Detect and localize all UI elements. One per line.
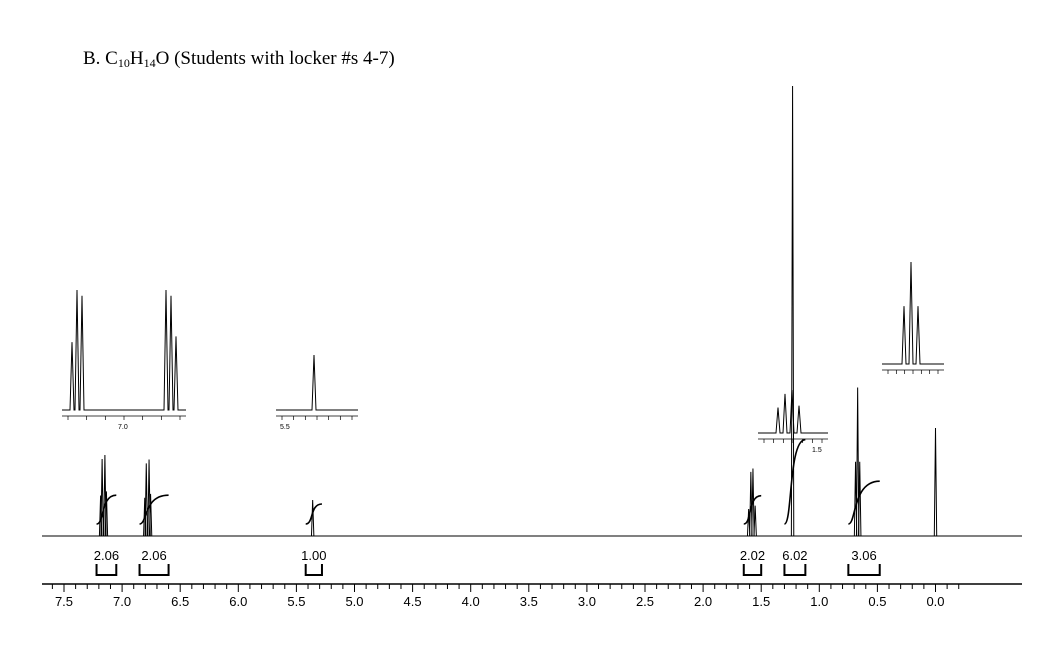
integration-value: 1.00	[301, 548, 326, 563]
integration-labels: 2.06 2.06 1.00 2.02 6.02 3.06	[94, 548, 881, 576]
x-tick-label: 6.0	[229, 594, 247, 609]
x-tick-label: 7.5	[55, 594, 73, 609]
peak-line	[853, 461, 858, 537]
integration-value: 2.06	[141, 548, 166, 563]
x-axis: 7.5 7.0 6.5 6.0 5.5 5.0 4.5 4.0 3.5 3.0 2.5 2.0 1.5 1…	[42, 583, 1022, 609]
x-tick-label: 3.5	[520, 594, 538, 609]
integration-value: 3.06	[851, 548, 876, 563]
x-tick-label: 1.5	[752, 594, 770, 609]
chart-title: B. C10H14O (Students with locker #s 4-7)	[83, 48, 395, 70]
peak	[98, 454, 109, 537]
peak-line	[746, 508, 751, 537]
oh-inset: 5.5	[276, 354, 358, 431]
peak-line	[933, 427, 938, 537]
peak	[853, 387, 862, 537]
inset-tick-label: 5.5	[280, 424, 290, 431]
inset-tick-label: 7.0	[118, 424, 128, 431]
peak	[746, 468, 757, 537]
ch2-inset: 1.5	[758, 389, 828, 454]
x-tick-label: 6.5	[171, 594, 189, 609]
integration-value: 6.02	[782, 548, 807, 563]
peak-line	[749, 471, 753, 537]
x-tick-label: 2.5	[636, 594, 654, 609]
x-tick-label: 3.0	[578, 594, 596, 609]
x-tick-label: 0.5	[868, 594, 886, 609]
x-tick-label: 1.0	[810, 594, 828, 609]
integration-bracket	[847, 564, 881, 576]
aromatic-inset: 7.0	[62, 289, 186, 431]
integration-curves	[96, 438, 880, 525]
integral-curve	[139, 494, 169, 525]
integral-curve	[96, 494, 117, 525]
peak	[310, 499, 315, 537]
integration-bracket	[304, 564, 323, 576]
inset-trace	[276, 354, 358, 411]
x-tick-label: 5.5	[287, 594, 305, 609]
x-tick-label: 4.5	[404, 594, 422, 609]
integration-bracket	[95, 564, 118, 576]
ch3-inset	[882, 261, 944, 374]
integration-value: 2.02	[740, 548, 765, 563]
peak	[143, 459, 153, 537]
peak-line	[98, 495, 103, 537]
integral-curve	[783, 438, 806, 525]
integration-bracket	[783, 564, 807, 576]
inset-panels: 7.0 5.5 1.5	[62, 261, 944, 454]
integral-curve	[847, 480, 880, 525]
x-tick-label: 0.0	[926, 594, 944, 609]
peak-line	[147, 459, 151, 537]
peak	[933, 427, 938, 537]
peak-line	[143, 497, 147, 537]
integration-bracket	[742, 564, 763, 576]
inset-trace	[758, 389, 828, 434]
peak-line	[855, 387, 860, 537]
inset-trace	[62, 289, 186, 411]
peak	[790, 85, 795, 537]
inset-tick-label: 1.5	[812, 447, 822, 454]
peak-line	[310, 499, 315, 537]
x-tick-label: 2.0	[694, 594, 712, 609]
integration-bracket	[138, 564, 170, 576]
inset-trace	[882, 261, 944, 365]
integration-value: 2.06	[94, 548, 119, 563]
x-tick-label: 4.0	[462, 594, 480, 609]
peak-line	[751, 468, 755, 537]
spectrum-peaks	[98, 85, 938, 537]
peak-line	[790, 85, 795, 537]
x-tick-label: 7.0	[113, 594, 131, 609]
peak-line	[103, 454, 107, 537]
x-tick-label: 5.0	[345, 594, 363, 609]
